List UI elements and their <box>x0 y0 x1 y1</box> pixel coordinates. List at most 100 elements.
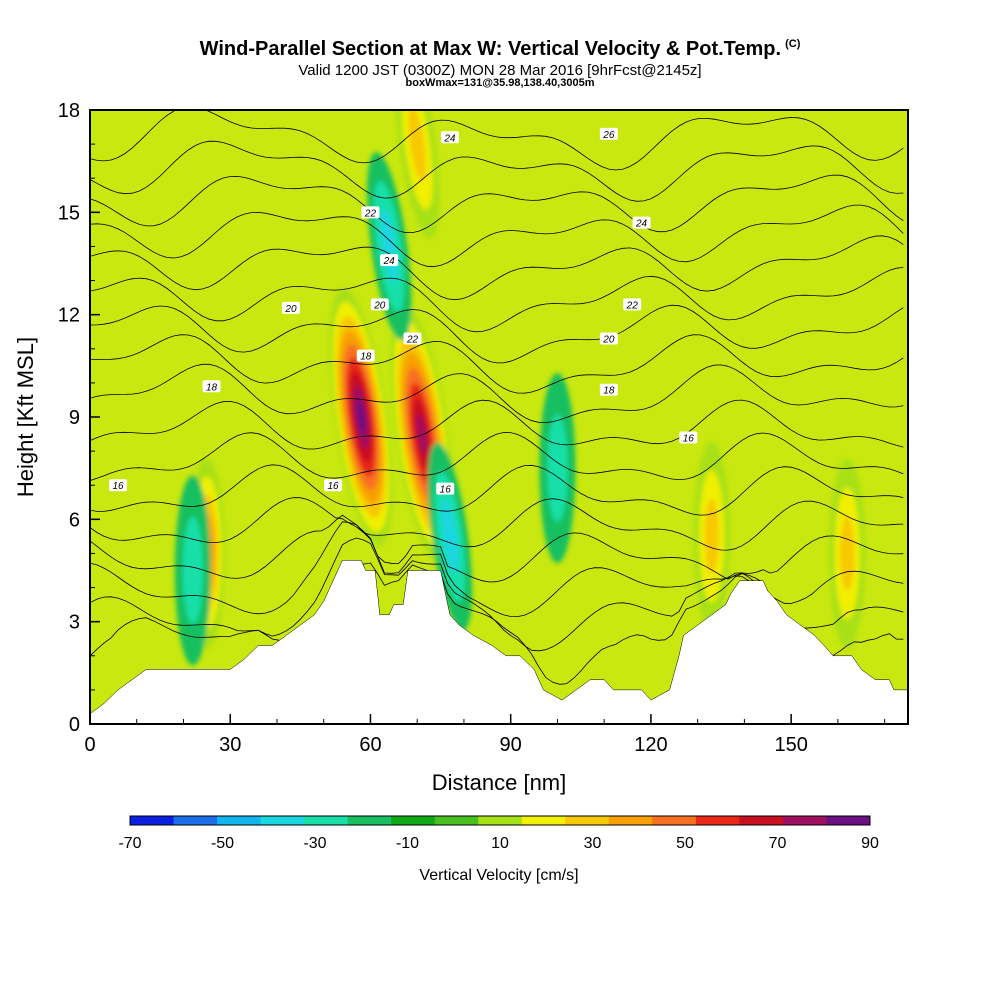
theta-contour-label: 22 <box>361 206 380 219</box>
velocity-level <box>441 499 459 574</box>
theta-contour-label: 18 <box>599 383 618 397</box>
y-tick-label: 6 <box>69 509 80 531</box>
theta-contour-line <box>90 267 904 333</box>
theta-contour-label-box <box>599 127 618 140</box>
colorbar-tick-label: 90 <box>861 835 879 852</box>
x-tick-label: 30 <box>219 734 241 756</box>
theta-contour-label: 26 <box>599 127 618 141</box>
theta-contour-label-text: 22 <box>626 300 639 311</box>
theta-contour-label-text: 20 <box>373 300 386 311</box>
colorbar-tick-label: 10 <box>491 835 509 852</box>
y-axis-label: Height [Kft MSL] <box>13 337 38 497</box>
colorbar: -70 -50 -30 -10 10 30 50 70 90 <box>118 815 879 852</box>
theta-contour-label: 16 <box>109 479 128 492</box>
theta-contour-label: 18 <box>202 380 221 393</box>
theta-contour-label-box <box>623 298 642 311</box>
theta-contour-label-text: 16 <box>112 481 124 492</box>
velocity-cell <box>174 475 211 666</box>
copyright-mark: (C) <box>785 38 801 51</box>
theta-contour-label: 22 <box>403 332 422 346</box>
y-tick-label: 3 <box>69 612 80 634</box>
colorbar-swatch <box>391 816 436 825</box>
y-tick-label: 12 <box>58 305 80 327</box>
velocity-level <box>356 398 366 436</box>
colorbar-swatch <box>434 816 479 825</box>
theta-contour-label: 24 <box>440 131 459 144</box>
theta-contour-label-box <box>109 479 128 492</box>
colorbar-swatch <box>130 816 175 825</box>
theta-contour-label-box <box>281 301 300 314</box>
plot-area: 16 18 16 16 18 20 22 24 20 22 24 26 18 20 22 24 16 <box>90 110 908 724</box>
velocity-cell <box>539 373 576 564</box>
chart-subtitle: Valid 1200 JST (0300Z) MON 28 Mar 2016 [… <box>298 62 702 79</box>
theta-contour-line <box>90 363 904 424</box>
theta-contour-label: 24 <box>380 254 399 267</box>
velocity-cell <box>693 441 730 632</box>
theta-contour-label-box <box>324 479 343 492</box>
colorbar-tick-label: -30 <box>303 835 326 852</box>
colorbar-frame <box>129 815 871 826</box>
theta-contour-label-text: 16 <box>328 481 340 492</box>
theta-contour-label-text: 20 <box>284 304 297 315</box>
theta-contour-label: 24 <box>632 216 651 230</box>
theta-contour-label-box <box>361 206 380 219</box>
theta-contour-line <box>90 204 904 268</box>
colorbar-swatch <box>782 816 827 825</box>
colorbar-swatch <box>565 816 610 825</box>
theta-contour-line <box>90 304 904 364</box>
theta-contour-label: 20 <box>599 332 618 346</box>
colorbar-swatch <box>826 816 871 825</box>
colorbar-tick-label: -10 <box>396 835 419 852</box>
theta-contour-label-text: 24 <box>635 219 648 230</box>
velocity-level <box>182 516 204 625</box>
chart-subsubtitle: boxWmax=131@35.98,138.40,3005m <box>405 77 595 89</box>
theta-contour-line <box>90 334 904 394</box>
theta-contour-label-text: 24 <box>443 133 456 144</box>
x-tick-label: 0 <box>84 734 95 756</box>
x-tick-label: 150 <box>774 734 807 756</box>
theta-contour-label: 18 <box>356 349 375 363</box>
velocity-level <box>408 110 426 182</box>
theta-contour-label-text: 18 <box>360 352 372 363</box>
colorbar-swatch <box>695 816 740 825</box>
x-tick-label: 120 <box>634 734 667 756</box>
colorbar-swatch <box>478 816 523 825</box>
theta-contour-label-box <box>380 254 399 267</box>
colorbar-swatch <box>608 816 653 825</box>
chart-title-text: Wind-Parallel Section at Max W: Vertical… <box>199 38 782 60</box>
velocity-cell <box>829 458 866 649</box>
colorbar-swatch <box>260 816 305 825</box>
theta-contour-line <box>90 464 904 516</box>
theta-contour-label-box <box>440 131 459 144</box>
theta-contour-line <box>90 432 904 481</box>
theta-contour-label-text: 16 <box>440 485 452 496</box>
theta-contour-label-box <box>599 332 618 345</box>
y-tick-label: 9 <box>69 407 80 429</box>
theta-contour-label: 20 <box>370 298 389 311</box>
theta-contour-line <box>90 235 904 301</box>
theta-contour-label: 16 <box>324 479 343 492</box>
theta-contour-label: 20 <box>281 301 300 315</box>
x-axis: 0 30 60 90 120 150 <box>84 714 886 756</box>
colorbar-swatch <box>304 816 349 825</box>
colorbar-tick-label: 30 <box>584 835 602 852</box>
colorbar-swatch <box>347 816 392 825</box>
velocity-level <box>416 413 427 455</box>
theta-contour-label: 22 <box>623 298 642 311</box>
theta-contour-line <box>90 174 904 233</box>
x-tick-label: 90 <box>500 734 522 756</box>
theta-contour-label-text: 24 <box>383 256 396 267</box>
theta-contour-label-box <box>632 216 651 229</box>
colorbar-swatch <box>173 816 218 825</box>
velocity-level <box>547 414 568 522</box>
colorbar-swatch <box>652 816 697 825</box>
theta-contour-label-box <box>403 332 422 345</box>
theta-contour-line <box>90 110 904 171</box>
theta-contour-line <box>90 514 904 583</box>
colorbar-label: Vertical Velocity [cm/s] <box>419 867 578 884</box>
colorbar-swatch <box>521 816 566 825</box>
theta-contour-label-box <box>202 380 221 393</box>
theta-contour-line <box>90 497 904 551</box>
theta-contour-label: 16 <box>436 482 455 496</box>
